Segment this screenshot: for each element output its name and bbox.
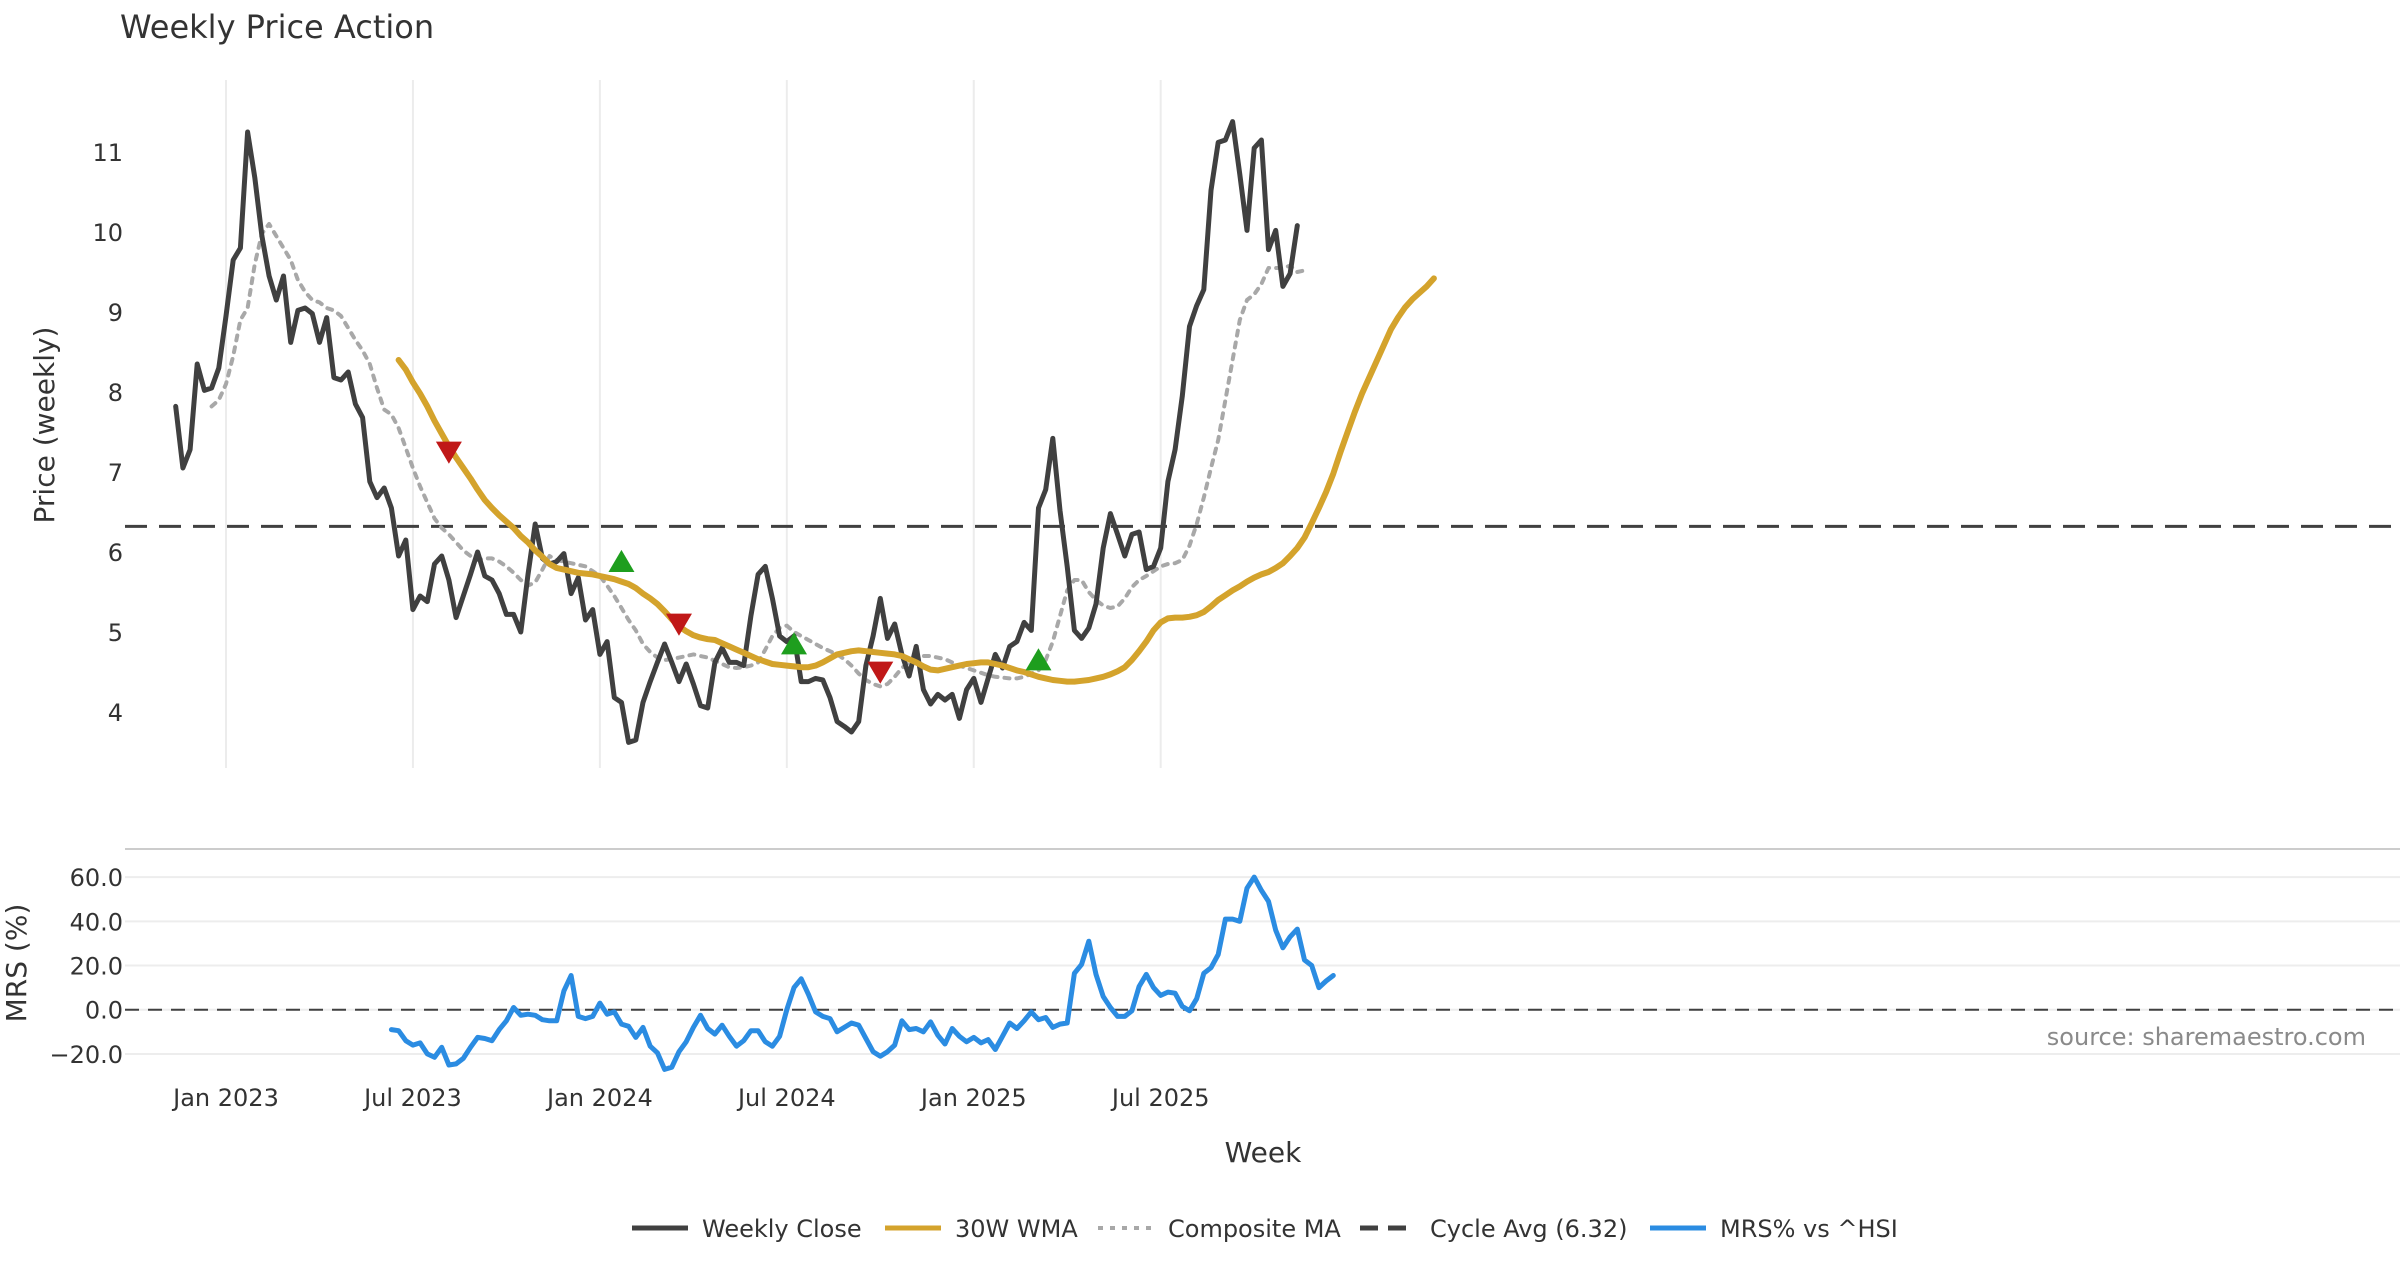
weekly-close-line <box>173 119 1300 745</box>
chart-title: Weekly Price Action <box>120 8 434 46</box>
price-y-tick-label: 7 <box>108 459 123 487</box>
composite-ma-line <box>209 222 1307 689</box>
price-y-tick-label: 9 <box>108 299 123 327</box>
mrs-y-tick-label: −20.0 <box>49 1041 123 1069</box>
x-tick-label: Jul 2023 <box>362 1084 462 1112</box>
legend-item: 30W WMA <box>885 1215 1078 1243</box>
legend-label: Cycle Avg (6.32) <box>1430 1215 1627 1243</box>
price-y-ticks: 4 5 6 7 8 9 10 11 <box>92 139 123 727</box>
buy-signal-marker <box>781 632 808 655</box>
legend-label: MRS% vs ^HSI <box>1720 1215 1898 1243</box>
legend-item: Composite MA <box>1098 1215 1341 1243</box>
buy-signal-marker <box>1025 648 1052 671</box>
legend-item: MRS% vs ^HSI <box>1650 1215 1898 1243</box>
x-ticks: Jan 2023 Jul 2023 Jan 2024 Jul 2024 Jan 2025… <box>171 1084 1209 1112</box>
legend-label: 30W WMA <box>955 1215 1078 1243</box>
x-tick-label: Jan 2024 <box>545 1084 653 1112</box>
x-tick-label: Jul 2025 <box>1110 1084 1210 1112</box>
mrs-y-tick-label: 20.0 <box>70 953 123 981</box>
legend-label: Composite MA <box>1168 1215 1341 1243</box>
mrs-series <box>388 874 1336 1072</box>
x-axis-label: Week <box>1225 1136 1302 1169</box>
price-panel: 4 5 6 7 8 9 10 11 Price (weekly) <box>28 80 2400 768</box>
mrs-line <box>388 874 1336 1072</box>
price-y-tick-label: 4 <box>108 699 123 727</box>
source-label: source: sharemaestro.com <box>2047 1023 2366 1051</box>
x-tick-label: Jan 2025 <box>919 1084 1027 1112</box>
mrs-y-axis-label: MRS (%) <box>0 904 33 1023</box>
legend-item: Weekly Close <box>632 1215 862 1243</box>
legend-label: Weekly Close <box>702 1215 862 1243</box>
legend: Weekly Close 30W WMA Composite MA Cycle Avg… <box>632 1215 1898 1243</box>
mrs-y-tick-label: 60.0 <box>70 864 123 892</box>
legend-item: Cycle Avg (6.32) <box>1360 1215 1627 1243</box>
price-y-tick-label: 6 <box>108 539 123 567</box>
price-series <box>173 119 1437 745</box>
price-y-tick-label: 5 <box>108 619 123 647</box>
mrs-panel: 60.0 40.0 20.0 0.0 −20.0 MRS (%) source: sha… <box>0 848 2400 1072</box>
x-tick-label: Jan 2023 <box>171 1084 279 1112</box>
mrs-y-tick-label: 0.0 <box>85 997 123 1025</box>
price-y-tick-label: 10 <box>92 219 123 247</box>
sell-signal-marker <box>665 613 692 636</box>
price-y-tick-label: 11 <box>92 139 123 167</box>
30w-wma-line <box>395 275 1437 685</box>
price-y-tick-label: 8 <box>108 379 123 407</box>
x-tick-label: Jul 2024 <box>736 1084 836 1112</box>
price-y-axis-label: Price (weekly) <box>28 327 61 524</box>
mrs-y-tick-label: 40.0 <box>70 908 123 936</box>
sell-signal-marker <box>435 441 462 464</box>
price-vertical-grid <box>225 80 1162 768</box>
mrs-y-ticks: 60.0 40.0 20.0 0.0 −20.0 <box>49 864 123 1069</box>
sell-signal-marker <box>867 661 894 684</box>
signal-markers <box>435 441 1052 684</box>
buy-signal-marker <box>608 549 635 572</box>
